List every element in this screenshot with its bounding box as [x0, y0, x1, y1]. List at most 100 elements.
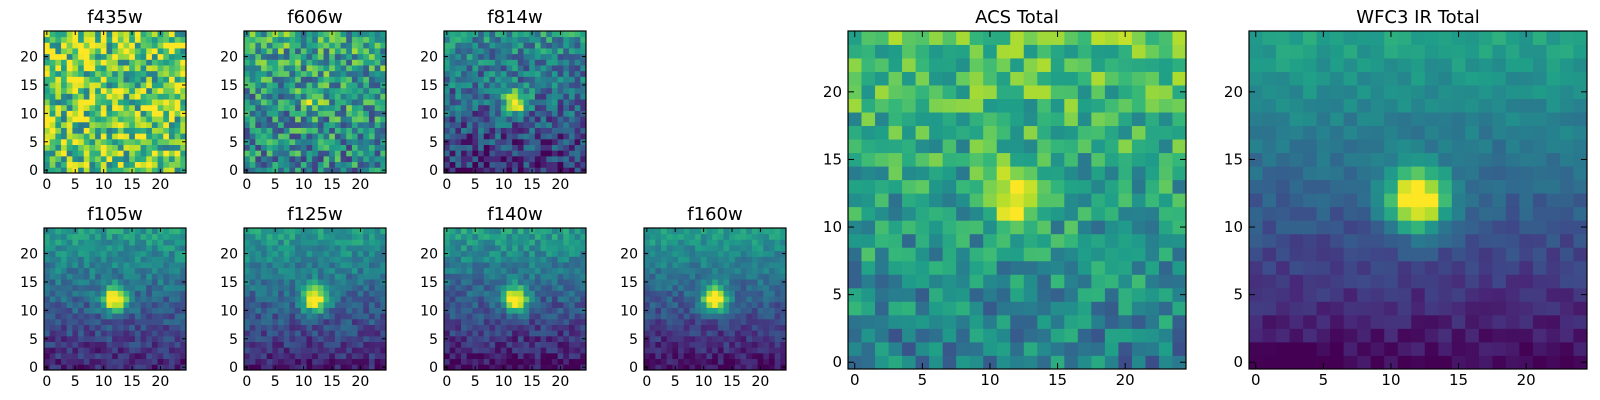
heatmap-cell	[774, 256, 781, 263]
heatmap-cell	[134, 161, 141, 168]
heatmap-cell	[244, 239, 251, 246]
heatmap-cell	[449, 318, 456, 325]
heatmap-cell	[763, 256, 770, 263]
heatmap-cell	[455, 150, 462, 157]
heatmap-cell	[717, 250, 724, 257]
heatmap-cell	[689, 239, 696, 246]
heatmap-cell	[478, 347, 485, 354]
heatmap-cell	[283, 59, 290, 66]
y-tick-label: 0	[629, 360, 638, 376]
heatmap-cell	[729, 245, 736, 252]
heatmap-cell	[540, 144, 547, 151]
heatmap-cell	[534, 318, 541, 325]
heatmap-cell	[61, 335, 68, 342]
heatmap-cell	[557, 239, 564, 246]
heatmap-cell	[61, 290, 68, 297]
heatmap-cell	[678, 267, 685, 274]
heatmap-cell	[151, 36, 158, 43]
heatmap-cell	[89, 239, 96, 246]
heatmap-cell	[483, 250, 490, 257]
heatmap-cell	[134, 324, 141, 331]
heatmap-cell	[461, 307, 468, 314]
heatmap-cell	[117, 155, 124, 163]
heatmap-cell	[323, 116, 330, 123]
heatmap-cell	[357, 239, 364, 246]
y-tick-label: 15	[20, 275, 38, 291]
heatmap-cell	[117, 239, 124, 246]
heatmap-cell	[306, 307, 313, 314]
heatmap-cell	[261, 313, 268, 320]
heatmap-cell	[929, 341, 944, 356]
heatmap-cell	[255, 144, 262, 151]
heatmap-cell	[249, 267, 256, 274]
heatmap-cell	[89, 121, 96, 128]
heatmap-cell	[723, 341, 730, 348]
heatmap-cell	[746, 245, 753, 252]
heatmap-cell	[55, 233, 62, 240]
heatmap-cell	[140, 364, 147, 371]
heatmap-cell	[123, 233, 130, 240]
heatmap-cell	[261, 104, 268, 111]
heatmap-cell	[180, 133, 187, 140]
heatmap-cell	[740, 228, 747, 235]
heatmap-cell	[700, 330, 707, 337]
heatmap-cell	[768, 341, 776, 348]
heatmap-cell	[1145, 179, 1160, 194]
heatmap-cell	[649, 262, 656, 269]
heatmap-cell	[489, 352, 496, 360]
heatmap-cell	[129, 138, 136, 145]
heatmap-cell	[357, 324, 364, 331]
heatmap-cell	[666, 324, 673, 331]
heatmap-cell	[112, 341, 119, 348]
heatmap-cell	[374, 296, 381, 303]
heatmap-cell	[512, 76, 519, 83]
heatmap-cell	[563, 324, 570, 331]
heatmap-cell	[861, 341, 876, 356]
heatmap-cell	[1037, 314, 1052, 329]
heatmap-cell	[340, 296, 347, 303]
heatmap-cell	[683, 267, 690, 274]
heatmap-cell	[346, 76, 353, 83]
heatmap-cell	[89, 279, 96, 286]
heatmap-cell	[134, 48, 141, 55]
heatmap-cell	[649, 307, 656, 314]
heatmap-cell	[1118, 220, 1133, 235]
heatmap-cell	[323, 59, 330, 66]
heatmap-cell	[306, 36, 313, 43]
heatmap-cell	[534, 301, 541, 308]
heatmap-cell	[255, 267, 262, 274]
heatmap-cell	[449, 127, 456, 134]
heatmap-cell	[780, 347, 787, 354]
heatmap-cell	[157, 250, 164, 257]
heatmap-cell	[146, 307, 153, 314]
heatmap-cell	[157, 318, 164, 325]
heatmap-cell	[472, 358, 479, 365]
heatmap-cell	[129, 307, 136, 314]
heatmap-cell	[689, 358, 696, 365]
heatmap-cell	[689, 284, 696, 291]
heatmap-cell	[861, 206, 876, 221]
heatmap-cell	[255, 307, 262, 314]
heatmap-cell	[55, 279, 62, 286]
heatmap-cell	[278, 335, 285, 342]
heatmap-cell	[444, 313, 451, 320]
heatmap-cell	[374, 167, 381, 174]
heatmap-cell	[61, 256, 68, 263]
heatmap-cell	[517, 133, 524, 140]
heatmap-cell	[455, 358, 462, 365]
heatmap-cell	[574, 82, 581, 89]
heatmap-cell	[261, 296, 268, 303]
heatmap-cell	[295, 347, 302, 354]
heatmap-cell	[740, 296, 747, 303]
heatmap-cell	[174, 324, 181, 331]
heatmap-cell	[78, 104, 85, 111]
heatmap-cell	[678, 364, 685, 371]
heatmap-cell	[757, 267, 764, 274]
heatmap-cell	[523, 279, 530, 286]
heatmap-cell	[146, 87, 153, 94]
heatmap-cell	[346, 330, 353, 337]
heatmap-cell	[357, 155, 364, 163]
heatmap-cell	[261, 330, 268, 337]
heatmap-cell	[517, 121, 524, 128]
heatmap-cell	[49, 121, 56, 128]
